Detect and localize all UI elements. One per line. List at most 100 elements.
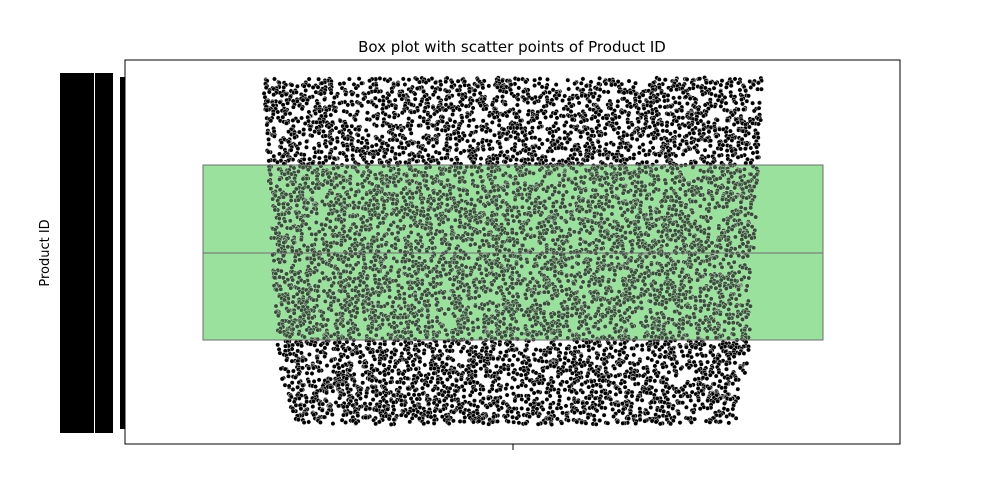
scatter-point — [412, 91, 418, 97]
scatter-point — [313, 89, 319, 95]
scatter-point — [679, 108, 685, 114]
scatter-point — [668, 87, 674, 93]
scatter-point — [444, 88, 450, 94]
scatter-point — [636, 106, 642, 112]
scatter-point — [621, 90, 627, 96]
scatter-point — [706, 119, 711, 125]
scatter-point — [288, 147, 294, 153]
scatter-point — [385, 78, 391, 84]
scatter-point — [271, 92, 277, 98]
scatter-point — [514, 157, 519, 162]
scatter-point — [280, 114, 286, 120]
scatter-point — [392, 155, 398, 161]
scatter-point — [408, 130, 414, 136]
scatter-point — [580, 76, 586, 82]
scatter-point — [718, 146, 724, 152]
scatter-point — [616, 145, 622, 151]
scatter-point — [676, 145, 681, 151]
scatter-point — [685, 101, 690, 107]
scatter-point — [616, 89, 622, 95]
scatter-point — [263, 85, 269, 91]
scatter-point — [311, 145, 317, 151]
scatter-point — [603, 81, 609, 87]
scatter-point — [739, 136, 745, 142]
scatter-point — [265, 149, 271, 155]
scatter-point — [349, 91, 355, 97]
scatter-point — [653, 151, 659, 157]
scatter-point — [465, 138, 470, 144]
scatter-point — [306, 76, 312, 82]
scatter-point — [319, 80, 325, 86]
y-tick-label-block — [120, 77, 125, 429]
scatter-point — [487, 146, 493, 152]
scatter-point — [537, 137, 542, 143]
scatter-point — [668, 131, 673, 137]
scatter-point — [590, 155, 595, 161]
scatter-point — [644, 159, 650, 165]
scatter-point — [414, 158, 420, 164]
scatter-point — [672, 143, 678, 149]
scatter-point — [365, 99, 371, 105]
scatter-point — [268, 118, 274, 124]
scatter-point — [516, 77, 521, 82]
scatter-point — [755, 86, 760, 92]
scatter-point — [360, 135, 366, 141]
scatter-point — [497, 144, 503, 150]
scatter-point — [674, 108, 680, 114]
scatter-point — [691, 130, 697, 136]
scatter-point — [359, 80, 364, 86]
scatter-point — [671, 95, 676, 101]
scatter-point — [525, 100, 531, 106]
scatter-point — [400, 145, 405, 151]
scatter-point — [684, 133, 689, 139]
scatter-point — [380, 94, 386, 100]
scatter-point — [628, 104, 634, 110]
scatter-point — [529, 96, 535, 102]
scatter-point — [512, 81, 518, 87]
scatter-point — [648, 95, 653, 101]
scatter-point — [397, 151, 402, 157]
scatter-point — [350, 102, 355, 108]
scatter-point — [304, 139, 309, 144]
scatter-point — [562, 93, 568, 99]
scatter-point — [700, 92, 706, 97]
scatter-point — [504, 149, 510, 155]
scatter-point — [470, 105, 476, 111]
scatter-point — [595, 139, 601, 145]
scatter-point — [590, 128, 595, 134]
scatter-point — [313, 111, 318, 116]
scatter-point — [271, 133, 277, 139]
scatter-point — [631, 155, 637, 161]
scatter-point — [394, 137, 400, 143]
scatter-point — [515, 102, 520, 108]
scatter-point — [541, 104, 547, 109]
scatter-point — [657, 85, 662, 91]
scatter-point — [730, 152, 736, 158]
scatter-point — [668, 104, 674, 110]
scatter-point — [374, 123, 379, 129]
scatter-point — [541, 110, 547, 116]
scatter-point — [728, 83, 734, 89]
scatter-point — [539, 84, 545, 90]
scatter-point — [457, 107, 462, 113]
scatter-point — [302, 121, 308, 126]
scatter-point — [434, 140, 440, 146]
scatter-point — [589, 116, 595, 122]
scatter-point — [438, 82, 444, 88]
scatter-point — [496, 122, 502, 128]
scatter-point — [385, 143, 391, 149]
scatter-point — [304, 144, 309, 150]
scatter-point — [266, 141, 272, 147]
scatter-point — [550, 133, 556, 139]
scatter-point — [698, 85, 704, 91]
scatter-point — [508, 157, 513, 163]
scatter-point — [616, 114, 622, 120]
scatter-point — [597, 75, 602, 81]
scatter-point — [536, 145, 542, 151]
scatter-point — [654, 158, 659, 164]
scatter-point — [561, 106, 567, 112]
scatter-point — [293, 89, 299, 95]
scatter-point — [406, 77, 412, 83]
scatter-point — [430, 92, 436, 98]
